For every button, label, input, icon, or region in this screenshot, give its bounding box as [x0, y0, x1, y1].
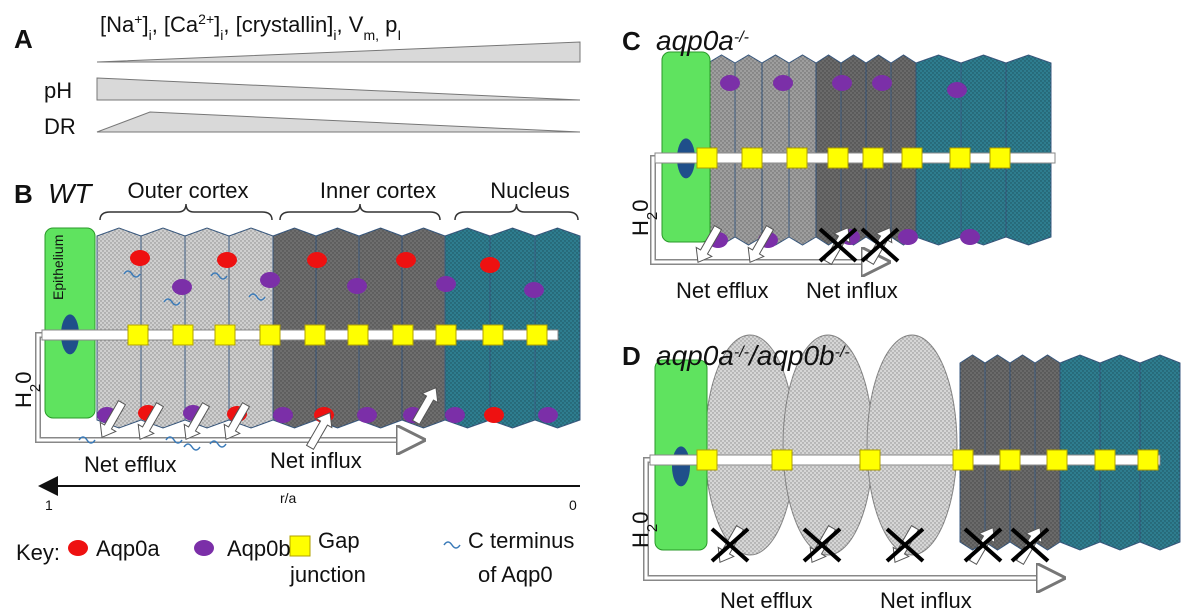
region-label: Nucleus	[490, 178, 569, 203]
gap-channel	[650, 455, 1160, 465]
gap-junction	[772, 450, 792, 470]
panel-label: C	[622, 26, 641, 56]
gap-junction	[393, 325, 413, 345]
gap-junction	[1000, 450, 1020, 470]
gap-junction	[215, 325, 235, 345]
aqp0b	[538, 407, 558, 423]
key-item: Aqp0a	[96, 536, 160, 561]
aqp0b	[436, 276, 456, 292]
gap-channel	[42, 330, 558, 340]
key-item: junction	[289, 562, 366, 587]
aqp0b	[347, 278, 367, 294]
gap-junction	[787, 148, 807, 168]
aqp0b	[524, 282, 544, 298]
key-title: Key:	[16, 540, 60, 565]
gap-junction	[348, 325, 368, 345]
gap-junction	[742, 148, 762, 168]
aqp0b	[273, 407, 293, 423]
gap-junction	[527, 325, 547, 345]
gap-junction	[128, 325, 148, 345]
axis-label: r/a	[280, 490, 297, 506]
aqp0b	[445, 407, 465, 423]
aqp0a	[68, 540, 88, 556]
fiber-stipple	[867, 335, 957, 555]
net-influx: Net influx	[270, 448, 362, 473]
dr-label: DR	[44, 114, 76, 139]
gap-junction	[305, 325, 325, 345]
aqp0b	[960, 229, 980, 245]
region-label: Inner cortex	[320, 178, 436, 203]
gap-junction	[697, 450, 717, 470]
genotype: aqp0a-/-/aqp0b-/-	[656, 340, 850, 371]
aqp0a	[480, 257, 500, 273]
region-brace	[280, 204, 440, 220]
c-terminus	[444, 542, 460, 548]
key-item: of Aqp0	[478, 562, 553, 587]
gap-junction	[990, 148, 1010, 168]
net-influx: Net influx	[880, 588, 972, 612]
net-efflux: Net efflux	[720, 588, 813, 612]
aqp0b	[832, 75, 852, 91]
panel-label: D	[622, 341, 641, 371]
gradient-label: [Na+]i, [Ca2+]i, [crystallin]i, Vm, pI	[100, 11, 401, 43]
gap-junction	[902, 148, 922, 168]
key-item: Gap	[318, 528, 360, 553]
aqp0b	[947, 82, 967, 98]
gap-junction	[953, 450, 973, 470]
fiber-stipple	[1006, 55, 1051, 245]
gradient-wedge	[97, 42, 580, 62]
gap-junction	[860, 450, 880, 470]
gap-junction	[1095, 450, 1115, 470]
region-brace	[455, 204, 578, 220]
axis-end: 0	[569, 497, 577, 513]
genotype: WT	[48, 178, 93, 209]
nucleus	[672, 446, 690, 486]
net-efflux: Net efflux	[676, 278, 769, 303]
aqp0b	[172, 279, 192, 295]
aqp0a	[484, 407, 504, 423]
epithelium-label: Epithelium	[50, 235, 66, 300]
gap-junction	[173, 325, 193, 345]
aqp0b	[898, 229, 918, 245]
panel-label: A	[14, 24, 33, 54]
aqp0b	[357, 407, 377, 423]
net-efflux: Net efflux	[84, 452, 177, 477]
gradient-wedge	[97, 112, 580, 132]
net-influx: Net influx	[806, 278, 898, 303]
gap-junction	[483, 325, 503, 345]
gap-junction	[863, 148, 883, 168]
gap-junction	[1047, 450, 1067, 470]
c-terminus	[184, 444, 200, 450]
gap-junction	[950, 148, 970, 168]
region-label: Outer cortex	[127, 178, 248, 203]
figure: A [Na+]i, [Ca2+]i, [crystallin]i, Vm, pI…	[0, 0, 1183, 612]
aqp0b	[773, 75, 793, 91]
gap-junction	[260, 325, 280, 345]
gap-junction	[290, 536, 310, 556]
gradient-wedge	[97, 78, 580, 100]
aqp0b	[194, 540, 214, 556]
gap-junction	[828, 148, 848, 168]
aqp0b	[720, 75, 740, 91]
panel-label: B	[14, 179, 33, 209]
key-item: C terminus	[468, 528, 574, 553]
gap-junction	[1138, 450, 1158, 470]
genotype: aqp0a-/-	[656, 25, 749, 56]
axis-start: 1	[45, 497, 53, 513]
aqp0a	[307, 252, 327, 268]
aqp0a	[130, 250, 150, 266]
gap-junction	[436, 325, 456, 345]
ph-label: pH	[44, 78, 72, 103]
gap-junction	[697, 148, 717, 168]
region-brace	[100, 204, 272, 220]
aqp0a	[396, 252, 416, 268]
aqp0b	[260, 272, 280, 288]
aqp0b	[872, 75, 892, 91]
key-item: Aqp0b	[227, 536, 291, 561]
aqp0a	[217, 252, 237, 268]
